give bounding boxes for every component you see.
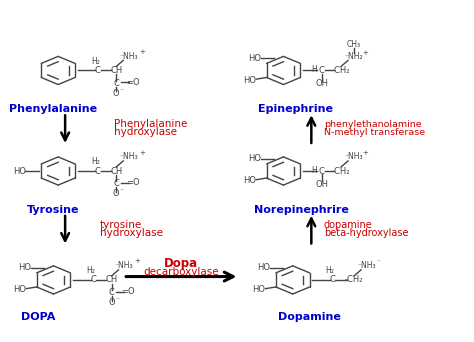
Text: C: C [319,167,325,175]
Text: decarboxylase: decarboxylase [144,266,219,277]
Text: C: C [113,179,119,188]
Text: ⁻NH₃: ⁻NH₃ [119,52,138,61]
Text: HO: HO [253,285,265,294]
Text: hydroxylase: hydroxylase [100,228,163,238]
Text: HO: HO [243,76,256,85]
Text: O: O [113,89,119,98]
Text: N-methyl transferase: N-methyl transferase [324,128,425,137]
Text: O: O [113,189,119,198]
Text: +: + [362,50,368,56]
Text: =O: =O [126,178,139,187]
Text: Epinephrine: Epinephrine [257,104,333,114]
Text: ⁻NH₃: ⁻NH₃ [345,153,364,161]
Text: HO: HO [13,167,26,175]
Text: dopamine: dopamine [324,220,373,229]
Text: H₂: H₂ [86,266,95,275]
Text: Dopamine: Dopamine [278,312,340,322]
Text: ⁻: ⁻ [120,86,124,95]
Text: Phenylalanine: Phenylalanine [114,119,187,129]
Text: C: C [95,66,100,75]
Text: DOPA: DOPA [21,312,55,322]
Text: Phenylalanine: Phenylalanine [9,104,98,114]
Text: =O: =O [126,78,139,87]
Text: +: + [139,49,145,55]
Text: HO: HO [248,54,261,63]
Text: +: + [362,150,368,156]
Text: ⁻: ⁻ [120,187,124,196]
Text: C: C [319,66,325,75]
Text: ⁻NH₃: ⁻NH₃ [358,261,376,270]
Text: H₂: H₂ [91,56,100,66]
Text: HO: HO [13,285,27,294]
Text: ⁻: ⁻ [376,259,380,265]
Text: H: H [312,65,318,74]
Text: O: O [108,298,115,307]
Text: H: H [312,166,318,175]
Text: H₂: H₂ [326,266,334,275]
Text: HO: HO [243,176,256,185]
Text: beta-hydroxylase: beta-hydroxylase [324,228,409,238]
Text: -CH₂: -CH₂ [332,167,350,175]
Text: phenylethanolamine: phenylethanolamine [324,120,421,129]
Text: C: C [329,275,335,285]
Text: +: + [139,149,145,156]
Text: CH: CH [110,66,122,75]
Text: -CH₂: -CH₂ [332,66,350,75]
Text: C: C [109,288,115,297]
Text: CH: CH [105,275,118,285]
Text: C: C [95,167,100,175]
Text: ⁻: ⁻ [115,295,119,304]
Text: C: C [113,79,119,88]
Text: =O: =O [121,287,135,296]
Text: -CH₂: -CH₂ [345,275,363,285]
Text: ⁻NH₂: ⁻NH₂ [345,52,364,61]
Text: ⁻NH₃: ⁻NH₃ [115,261,134,270]
Text: Norepinephrire: Norepinephrire [254,205,348,214]
Text: CH₃: CH₃ [347,40,361,49]
Text: HO: HO [248,154,261,163]
Text: tyrosine: tyrosine [100,220,142,229]
Text: HO: HO [257,263,270,272]
Text: CH: CH [110,167,122,175]
Text: C: C [90,275,96,285]
Text: OH: OH [315,180,328,189]
Text: Dopa: Dopa [164,256,198,270]
Text: HO: HO [18,263,31,272]
Text: +: + [134,259,140,264]
Text: OH: OH [315,79,328,88]
Text: hydroxylase: hydroxylase [114,128,177,137]
Text: H₂: H₂ [91,157,100,166]
Text: ⁻NH₃: ⁻NH₃ [119,152,138,161]
Text: Tyrosine: Tyrosine [27,205,80,214]
